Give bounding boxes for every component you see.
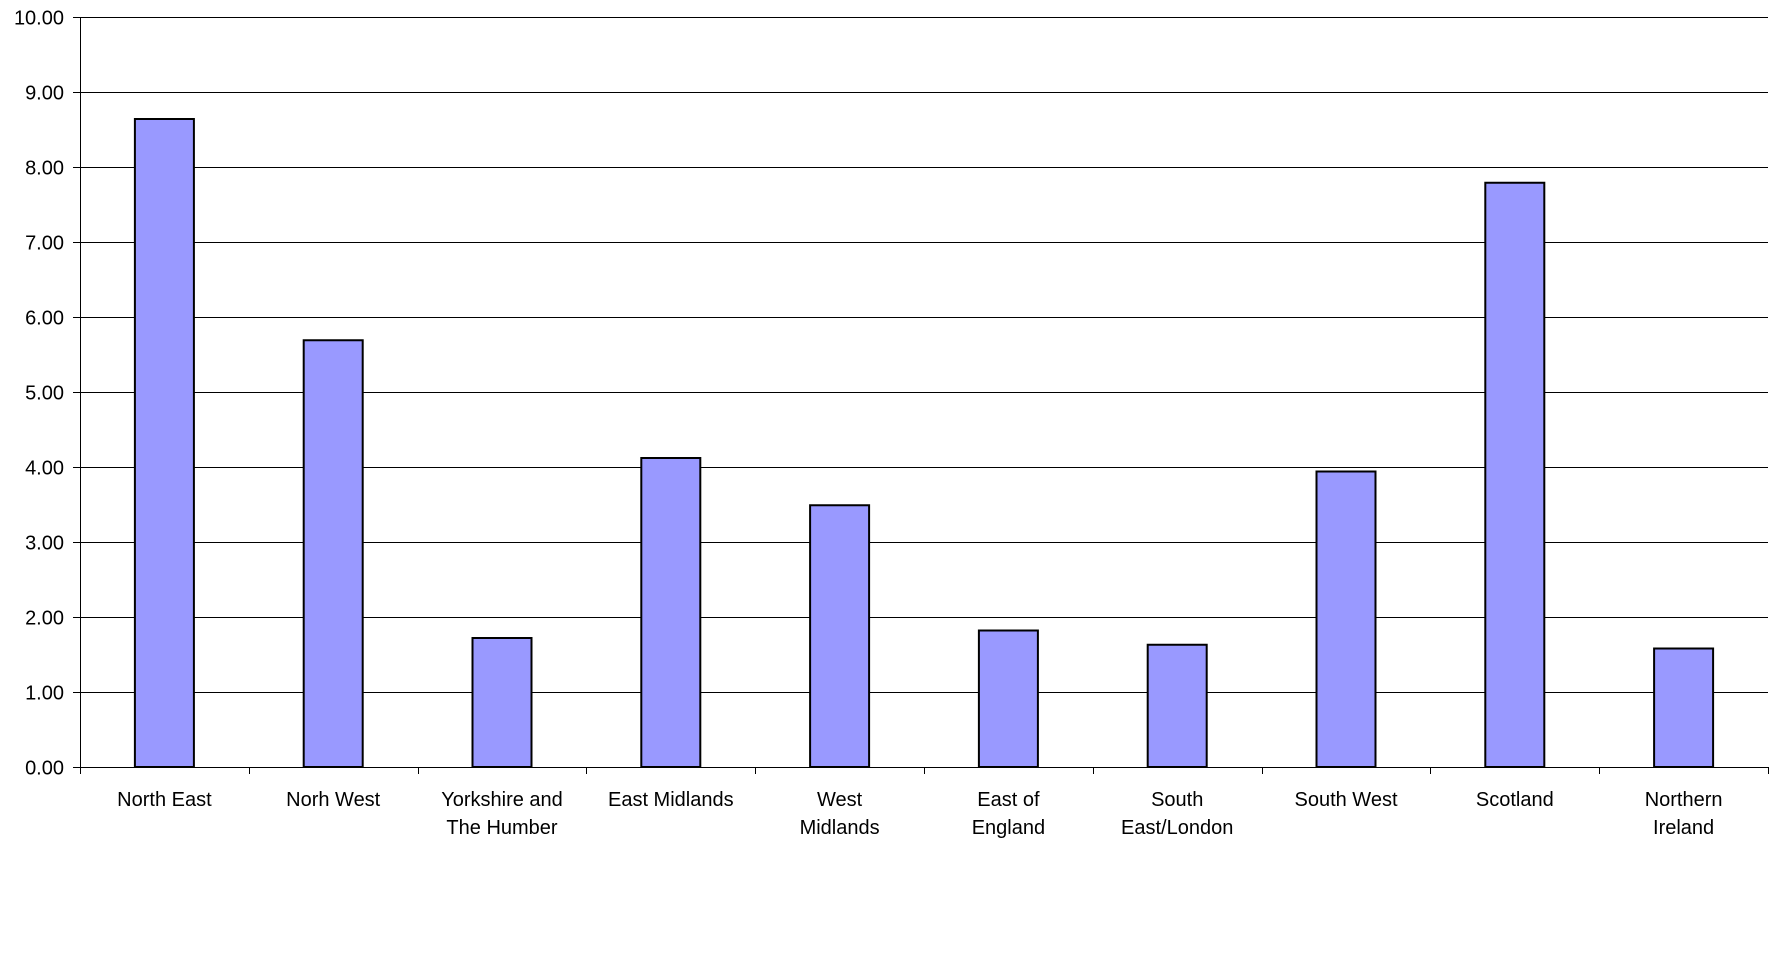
x-tick-label: West [817, 789, 863, 811]
x-tick-label: Yorkshire and [441, 789, 563, 811]
x-tick-label: Ireland [1653, 817, 1714, 839]
x-tick-label: East Midlands [608, 789, 734, 811]
x-tick-label: North East [117, 789, 212, 811]
x-tick-label: Northern [1645, 789, 1723, 811]
y-tick-labels: 0.00 1.00 2.00 3.00 4.00 5.00 6.00 7.00 8.00 9.00… [14, 8, 64, 780]
bar [1653, 647, 1715, 768]
bar [1315, 470, 1377, 768]
bar [133, 118, 195, 768]
y-tick-label: 3.00 [25, 533, 64, 555]
x-tick-label: East of [977, 789, 1040, 811]
y-tick-label: 1.00 [25, 683, 64, 705]
bar [977, 629, 1039, 768]
x-tick-label: Midlands [800, 817, 880, 839]
x-tick-label: South West [1294, 789, 1397, 811]
bars [133, 118, 1715, 768]
bar [809, 504, 871, 768]
bar [471, 637, 533, 768]
y-tick-label: 10.00 [14, 8, 64, 30]
y-tick-label: 0.00 [25, 758, 64, 780]
y-tick-label: 5.00 [25, 383, 64, 405]
bar [640, 457, 702, 768]
y-tick-label: 2.00 [25, 608, 64, 630]
y-tick-label: 4.00 [25, 458, 64, 480]
y-tick-label: 6.00 [25, 308, 64, 330]
x-tick-labels: North East Norh West Yorkshire and The Humb… [117, 789, 1722, 839]
x-tick-label: Norh West [286, 789, 381, 811]
x-tick-label: Scotland [1476, 789, 1554, 811]
bar [1484, 181, 1546, 768]
y-tick-label: 8.00 [25, 158, 64, 180]
x-tick-label: The Humber [446, 817, 557, 839]
bar [302, 339, 364, 768]
y-tick-label: 9.00 [25, 83, 64, 105]
bar [1146, 643, 1208, 768]
x-tick-label: England [972, 817, 1045, 839]
x-tick-label: South [1151, 789, 1203, 811]
y-tick-label: 7.00 [25, 233, 64, 255]
x-tick-label: East/London [1121, 817, 1233, 839]
